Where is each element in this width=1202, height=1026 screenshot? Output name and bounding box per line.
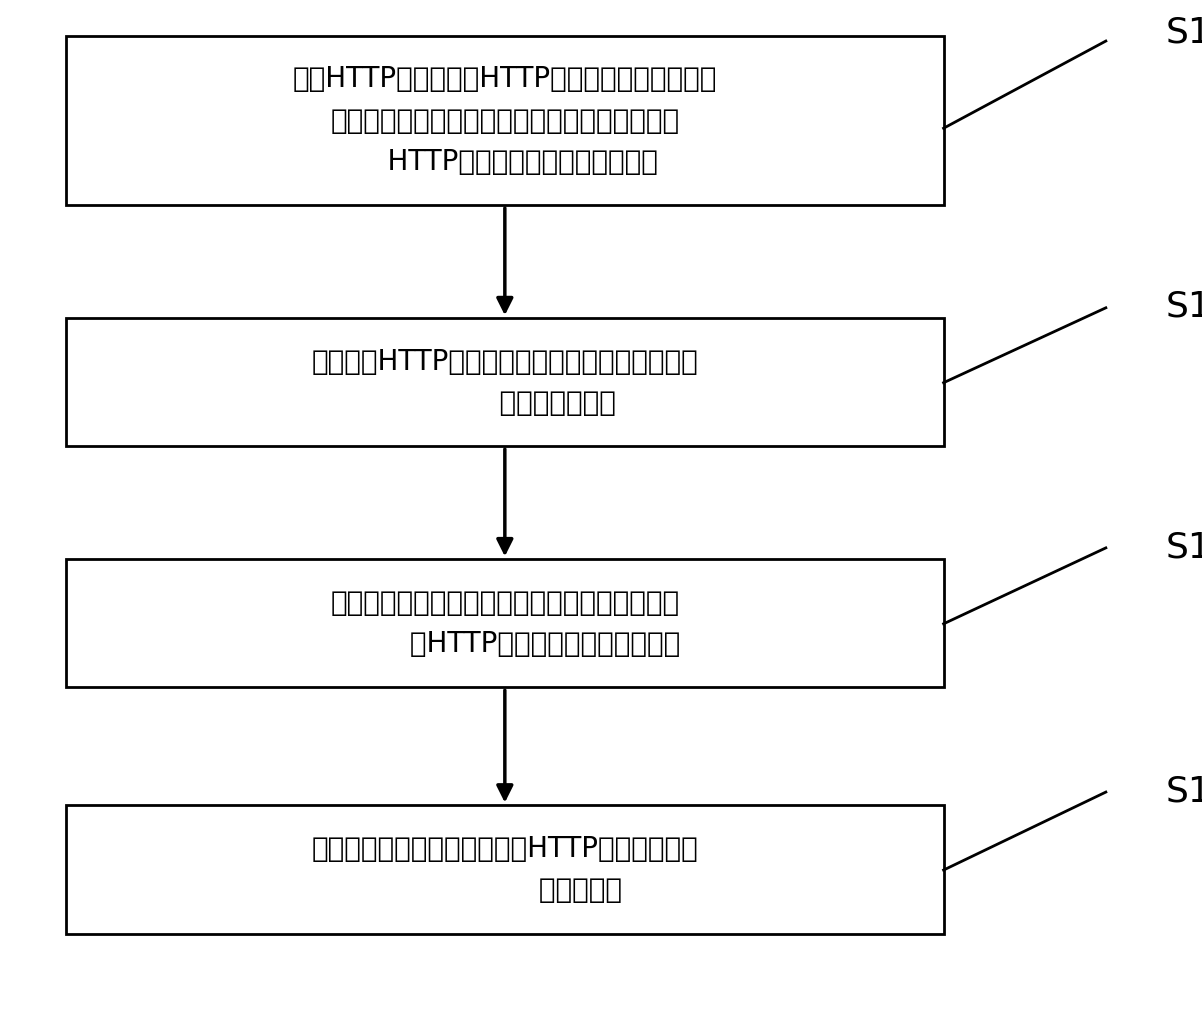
Text: S104: S104 <box>1166 775 1202 808</box>
Bar <box>66 318 944 446</box>
Text: S102: S102 <box>1166 289 1202 323</box>
Text: 基于所述本地缓存参数对所述HTTP报文进行相应
                 的缓存处理: 基于所述本地缓存参数对所述HTTP报文进行相应 的缓存处理 <box>311 835 698 904</box>
Bar <box>66 559 944 687</box>
Text: 解析所述HTTP报文，获取该报文中所述内容类型
            字段的对应取值: 解析所述HTTP报文，获取该报文中所述内容类型 字段的对应取值 <box>311 348 698 417</box>
Bar <box>66 36 944 205</box>
Text: S101: S101 <box>1166 15 1202 49</box>
Text: 根据所述内容类型字段的对应取值差异化设置所
         述HTTP报文专属的本地缓存参数: 根据所述内容类型字段的对应取值差异化设置所 述HTTP报文专属的本地缓存参数 <box>329 589 680 658</box>
Text: 获取HTTP报文，所述HTTP报文携带有内容类型字
段；所述内容类型字段的对应取值用于描述所述
    HTTP报文中报文内容的数据类别: 获取HTTP报文，所述HTTP报文携带有内容类型字 段；所述内容类型字段的对应取… <box>292 66 718 175</box>
Text: S103: S103 <box>1166 530 1202 564</box>
Bar <box>66 805 944 934</box>
